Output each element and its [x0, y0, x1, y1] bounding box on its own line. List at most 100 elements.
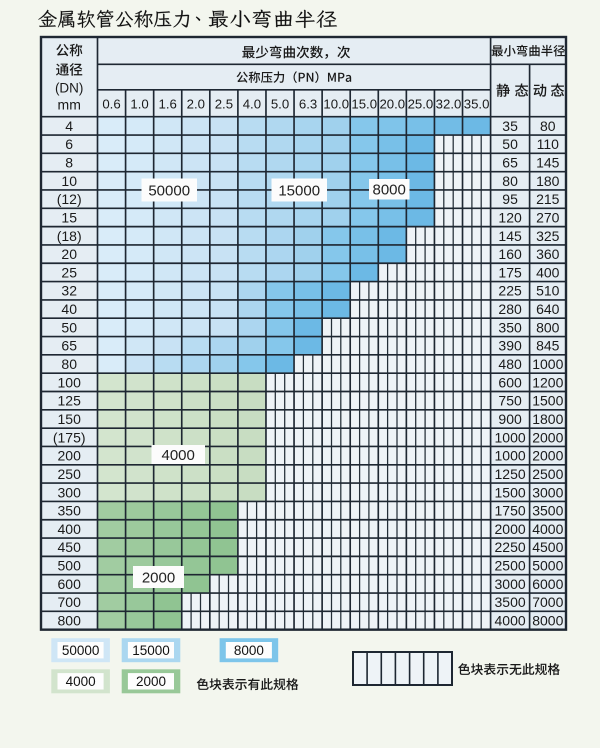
svg-text:15000: 15000 [132, 643, 170, 658]
svg-text:3000: 3000 [495, 576, 526, 592]
svg-text:15.0: 15.0 [351, 96, 377, 111]
svg-text:1500: 1500 [532, 393, 563, 409]
svg-text:3000: 3000 [532, 484, 563, 500]
svg-text:120: 120 [498, 210, 522, 226]
svg-text:110: 110 [537, 136, 560, 152]
svg-text:750: 750 [498, 393, 522, 409]
svg-text:40: 40 [61, 301, 77, 317]
svg-text:125: 125 [58, 393, 82, 409]
svg-text:50000: 50000 [62, 643, 100, 658]
svg-text:5000: 5000 [532, 558, 563, 574]
svg-text:65: 65 [502, 155, 518, 171]
svg-text:35.0: 35.0 [464, 96, 490, 111]
svg-text:2500: 2500 [495, 558, 526, 574]
svg-text:845: 845 [536, 338, 560, 354]
svg-text:1250: 1250 [495, 466, 526, 482]
svg-text:65: 65 [61, 338, 77, 354]
svg-text:4.0: 4.0 [243, 96, 261, 111]
svg-text:8000: 8000 [373, 182, 406, 199]
svg-text:3500: 3500 [495, 594, 526, 610]
svg-text:(18): (18) [57, 228, 82, 244]
svg-text:15000: 15000 [278, 182, 320, 199]
svg-text:50000: 50000 [148, 182, 190, 199]
svg-text:360: 360 [536, 246, 560, 262]
svg-text:8000: 8000 [234, 643, 264, 658]
svg-text:175: 175 [498, 264, 522, 280]
svg-text:2.0: 2.0 [187, 96, 205, 111]
svg-text:2250: 2250 [495, 539, 526, 555]
svg-text:1000: 1000 [495, 429, 526, 445]
svg-text:4000: 4000 [66, 674, 96, 689]
svg-text:350: 350 [498, 319, 522, 335]
svg-text:0.6: 0.6 [102, 96, 120, 111]
svg-text:160: 160 [498, 246, 522, 262]
svg-text:390: 390 [498, 338, 522, 354]
svg-text:8: 8 [65, 155, 73, 171]
svg-text:50: 50 [61, 319, 77, 335]
svg-text:32: 32 [61, 283, 77, 299]
svg-text:800: 800 [536, 319, 560, 335]
svg-text:10: 10 [61, 173, 77, 189]
svg-text:145: 145 [498, 228, 522, 244]
svg-text:3500: 3500 [532, 503, 563, 519]
svg-text:400: 400 [58, 521, 82, 537]
svg-text:6: 6 [65, 136, 73, 152]
svg-text:600: 600 [58, 576, 82, 592]
svg-text:4000: 4000 [495, 613, 526, 629]
svg-text:20: 20 [61, 246, 77, 262]
svg-text:1.6: 1.6 [159, 96, 177, 111]
svg-text:32.0: 32.0 [436, 96, 462, 111]
svg-text:325: 325 [536, 228, 560, 244]
svg-text:800: 800 [58, 613, 82, 629]
svg-text:510: 510 [536, 283, 560, 299]
svg-text:400: 400 [536, 264, 560, 280]
svg-text:4000: 4000 [532, 521, 563, 537]
svg-text:25: 25 [61, 264, 77, 280]
svg-text:(175): (175) [53, 429, 86, 445]
svg-text:50: 50 [502, 136, 518, 152]
svg-text:100: 100 [58, 374, 82, 390]
svg-text:480: 480 [498, 356, 522, 372]
svg-text:1000: 1000 [495, 448, 526, 464]
svg-text:1500: 1500 [495, 484, 526, 500]
svg-text:215: 215 [536, 191, 560, 207]
svg-text:2000: 2000 [532, 429, 563, 445]
svg-text:250: 250 [58, 466, 82, 482]
svg-text:95: 95 [502, 191, 518, 207]
svg-text:270: 270 [536, 210, 560, 226]
svg-text:200: 200 [58, 448, 82, 464]
svg-text:6000: 6000 [532, 576, 563, 592]
svg-text:20.0: 20.0 [379, 96, 405, 111]
svg-text:4500: 4500 [532, 539, 563, 555]
svg-text:7000: 7000 [532, 594, 563, 610]
svg-text:145: 145 [536, 155, 560, 171]
svg-text:280: 280 [498, 301, 522, 317]
svg-text:5.0: 5.0 [271, 96, 289, 111]
svg-text:700: 700 [58, 594, 82, 610]
svg-text:15: 15 [61, 210, 77, 226]
svg-text:640: 640 [536, 301, 560, 317]
svg-text:80: 80 [502, 173, 518, 189]
svg-text:1200: 1200 [532, 374, 563, 390]
svg-text:500: 500 [58, 558, 82, 574]
svg-text:6.3: 6.3 [299, 96, 317, 111]
svg-text:600: 600 [498, 374, 522, 390]
svg-text:1800: 1800 [532, 411, 563, 427]
svg-text:1.0: 1.0 [130, 96, 148, 111]
svg-text:450: 450 [58, 539, 82, 555]
svg-text:2000: 2000 [532, 448, 563, 464]
svg-text:2500: 2500 [532, 466, 563, 482]
svg-text:350: 350 [58, 503, 82, 519]
svg-text:8000: 8000 [532, 613, 563, 629]
svg-text:(12): (12) [57, 191, 82, 207]
svg-text:25.0: 25.0 [408, 96, 434, 111]
svg-text:300: 300 [58, 484, 82, 500]
svg-text:80: 80 [61, 356, 77, 372]
svg-text:900: 900 [498, 411, 522, 427]
svg-text:80: 80 [540, 118, 556, 134]
svg-text:(DN): (DN) [55, 80, 84, 95]
svg-text:180: 180 [536, 173, 560, 189]
svg-text:1000: 1000 [532, 356, 563, 372]
svg-text:2.5: 2.5 [215, 96, 233, 111]
svg-text:35: 35 [502, 118, 518, 134]
